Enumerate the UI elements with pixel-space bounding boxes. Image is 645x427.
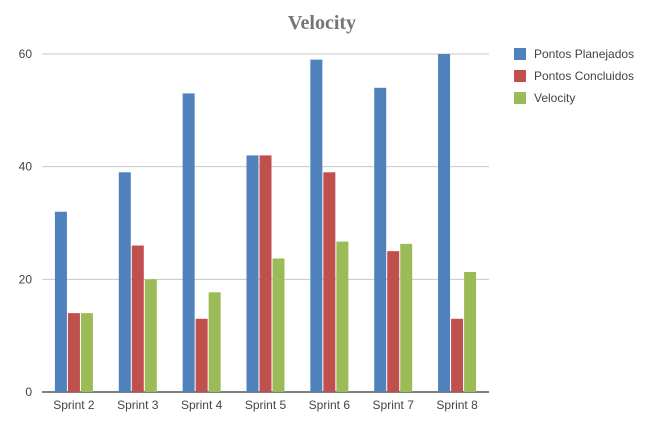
bar-velocity-sprint-7: [400, 243, 413, 392]
legend-swatch: [514, 92, 526, 104]
legend: Pontos Planejados Pontos Concluidos Veloci…: [514, 47, 634, 105]
chart-title: Velocity: [288, 12, 356, 34]
x-tick-label: Sprint 6: [309, 398, 351, 412]
bar-pontos-concluidos-sprint-3: [131, 245, 144, 392]
bar-velocity-sprint-4: [208, 292, 221, 392]
legend-label: Pontos Planejados: [534, 47, 634, 61]
bar-pontos-planejados-sprint-6: [310, 59, 323, 393]
bar-pontos-planejados-sprint-2: [54, 211, 67, 392]
x-tick-label: Sprint 5: [245, 398, 287, 412]
bar-pontos-concluidos-sprint-2: [67, 313, 80, 392]
legend-swatch: [514, 70, 526, 82]
legend-swatch: [514, 48, 526, 60]
bar-pontos-planejados-sprint-4: [182, 93, 195, 392]
x-tick-label: Sprint 2: [53, 398, 95, 412]
bars: [54, 54, 477, 393]
y-tick-label: 60: [19, 47, 33, 61]
y-tick-label: 40: [19, 160, 33, 174]
x-tick-label: Sprint 4: [181, 398, 223, 412]
x-tick-label: Sprint 7: [373, 398, 415, 412]
bar-velocity-sprint-2: [80, 313, 93, 392]
bar-pontos-concluidos-sprint-5: [259, 155, 272, 392]
bar-pontos-concluidos-sprint-6: [323, 172, 336, 392]
bar-velocity-sprint-3: [144, 279, 157, 392]
bar-pontos-planejados-sprint-3: [118, 172, 131, 392]
x-tick-label: Sprint 3: [117, 398, 159, 412]
bar-pontos-planejados-sprint-8: [438, 54, 451, 392]
bar-pontos-concluidos-sprint-7: [387, 251, 400, 392]
x-tick-label: Sprint 8: [436, 398, 478, 412]
x-axis-ticks: Sprint 2 Sprint 3 Sprint 4 Sprint 5 Sprint 6…: [53, 398, 478, 412]
y-tick-label: 0: [25, 385, 32, 399]
bar-pontos-planejados-sprint-7: [374, 87, 387, 393]
bar-velocity-sprint-8: [464, 272, 477, 392]
bar-pontos-concluidos-sprint-4: [195, 318, 208, 392]
legend-label: Pontos Concluidos: [534, 69, 634, 83]
y-tick-label: 20: [19, 272, 33, 286]
y-axis-ticks: 0 20 40 60: [19, 47, 33, 399]
bar-pontos-planejados-sprint-5: [246, 155, 259, 392]
bar-velocity-sprint-6: [336, 241, 349, 392]
bar-velocity-sprint-5: [272, 258, 285, 392]
bar-pontos-concluidos-sprint-8: [451, 318, 464, 392]
legend-label: Velocity: [534, 91, 575, 105]
